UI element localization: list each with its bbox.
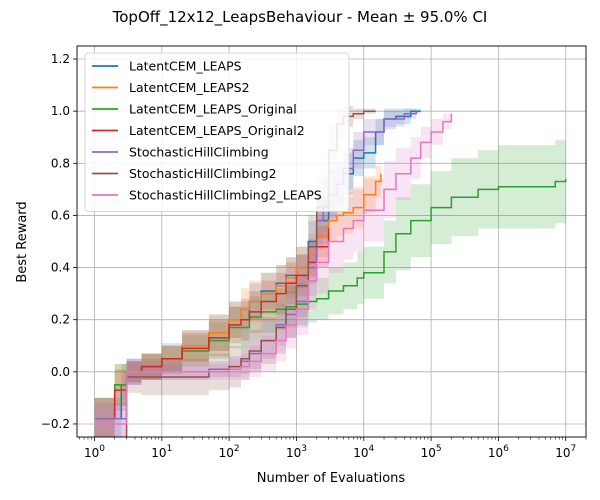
legend-label: StochasticHillClimbing2_LEAPS bbox=[129, 188, 322, 203]
x-tick-label: 106 bbox=[488, 444, 509, 460]
y-tick-label: 0.0 bbox=[51, 365, 70, 379]
x-tick-exponent: 2 bbox=[234, 444, 240, 454]
ci-band bbox=[94, 137, 566, 437]
legend-label: LatentCEM_LEAPS2 bbox=[129, 80, 250, 95]
x-tick-base: 10 bbox=[421, 446, 436, 460]
x-tick-label: 104 bbox=[353, 444, 374, 460]
x-tick-base: 10 bbox=[488, 446, 503, 460]
x-tick-exponent: 0 bbox=[99, 444, 105, 454]
x-tick-exponent: 5 bbox=[436, 444, 442, 454]
x-tick-base: 10 bbox=[219, 446, 234, 460]
series-line bbox=[94, 228, 330, 420]
x-axis-label: Number of Evaluations bbox=[257, 471, 406, 486]
legend-label: LatentCEM_LEAPS bbox=[129, 59, 242, 74]
legend: LatentCEM_LEAPS LatentCEM_LEAPS2 LatentCEM… bbox=[84, 52, 350, 212]
legend-label: LatentCEM_LEAPS_Original bbox=[129, 102, 297, 117]
x-tick-base: 10 bbox=[84, 446, 99, 460]
x-tick-exponent: 3 bbox=[301, 444, 307, 454]
y-axis-label: Best Reward bbox=[15, 201, 30, 282]
x-tick-exponent: 1 bbox=[167, 444, 173, 454]
y-tick-label: 0.6 bbox=[51, 208, 70, 222]
x-tick-label: 103 bbox=[286, 444, 307, 460]
series-line bbox=[94, 113, 453, 425]
y-tick-label: 0.2 bbox=[51, 313, 70, 327]
x-tick-label: 105 bbox=[421, 444, 442, 460]
ci-band bbox=[94, 108, 452, 437]
ci-band bbox=[94, 207, 329, 437]
y-ticks: −0.2 0.0 0.2 0.4 0.6 0.8 1.0 1.2 bbox=[41, 52, 77, 431]
legend-label: LatentCEM_LEAPS_Original2 bbox=[129, 123, 305, 138]
y-tick-label: 1.2 bbox=[51, 52, 70, 66]
x-ticks: 100 101 102 103 104 105 106 107 bbox=[79, 437, 587, 460]
legend-box bbox=[84, 52, 350, 212]
x-tick-exponent: 7 bbox=[571, 444, 577, 454]
legend-label: StochasticHillClimbing bbox=[129, 145, 269, 160]
x-tick-label: 102 bbox=[219, 444, 240, 460]
x-tick-base: 10 bbox=[353, 446, 368, 460]
y-tick-label: 0.4 bbox=[51, 261, 70, 275]
x-tick-exponent: 6 bbox=[503, 444, 509, 454]
y-tick-label: 0.8 bbox=[51, 156, 70, 170]
legend-label: StochasticHillClimbing2 bbox=[129, 166, 277, 181]
x-tick-label: 107 bbox=[555, 444, 576, 460]
ci-band bbox=[94, 106, 376, 437]
chart-title: TopOff_12x12_LeapsBehaviour - Mean ± 95.… bbox=[112, 8, 488, 27]
plot-area: 100 101 102 103 104 105 106 107−0.20.00.20.40.6… bbox=[41, 45, 587, 460]
x-tick-exponent: 4 bbox=[369, 444, 375, 454]
x-tick-base: 10 bbox=[555, 446, 570, 460]
y-tick-label: 1.0 bbox=[51, 104, 70, 118]
x-tick-label: 101 bbox=[151, 444, 172, 460]
x-tick-base: 10 bbox=[286, 446, 301, 460]
x-tick-base: 10 bbox=[151, 446, 166, 460]
axes-frame bbox=[76, 45, 587, 438]
x-tick-label: 100 bbox=[84, 444, 105, 460]
y-tick-label: −0.2 bbox=[41, 417, 70, 431]
ci-band bbox=[94, 160, 381, 437]
